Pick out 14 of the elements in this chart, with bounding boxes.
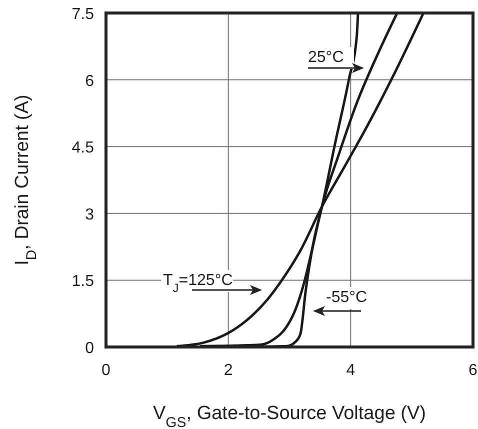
- legend-label: 25°C: [308, 49, 344, 66]
- x-tick-label: 6: [468, 362, 478, 379]
- y-tick-label: 1.5: [72, 273, 94, 290]
- legend-label: T$_{J}$=125°C: [163, 272, 233, 295]
- y-tick-label: 0: [85, 340, 94, 357]
- series-label: -55°C: [326, 289, 368, 306]
- y-tick-label: 4.5: [72, 140, 94, 157]
- y-tick-label: 7.5: [72, 6, 94, 23]
- x-tick-label: 4: [346, 362, 356, 379]
- y-tick-label: 6: [85, 72, 94, 90]
- x-tick-label: 2: [224, 362, 233, 379]
- y-tick-label: 3: [85, 206, 94, 224]
- x-tick-label: 0: [102, 362, 111, 379]
- x-axis-title: V$_{GS}$, Gate-to-Source Voltage (V): [152, 403, 426, 429]
